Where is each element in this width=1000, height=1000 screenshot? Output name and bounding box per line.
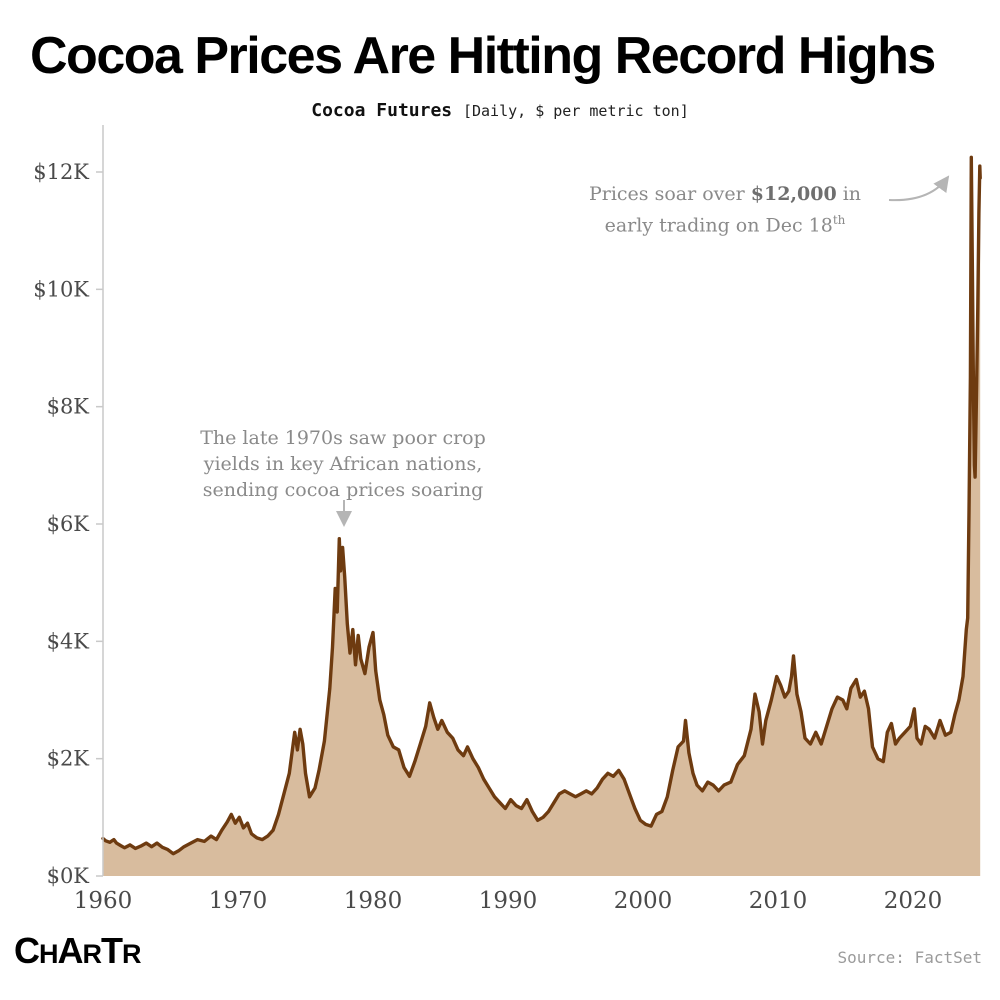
annotation-peak-bold-value: $12,000 — [750, 183, 837, 205]
source-credit: Source: FactSet — [837, 948, 983, 967]
chartr-logo-letter: A — [57, 930, 84, 971]
annotation-arrow-peak — [888, 175, 950, 202]
y-tick-label: $8K — [47, 395, 90, 419]
y-tick-label: $10K — [33, 277, 89, 301]
annotation-peak-text-1: Prices soar over — [588, 183, 751, 205]
y-tick-label: $12K — [33, 160, 89, 184]
chartr-logo-letter: T — [101, 930, 123, 971]
chart-subtitle-main: Cocoa Futures — [311, 100, 463, 121]
y-tick-label: $4K — [47, 629, 90, 653]
chartr-logo-letter: R — [122, 939, 141, 969]
x-tick-label: 1960 — [74, 888, 133, 914]
annotation-peak-text-2: in — [836, 183, 862, 205]
x-tick-group: 1960 1970 1980 1990 2000 2010 2020 — [74, 888, 943, 914]
y-tick-label: $0K — [47, 864, 90, 888]
chartr-logo: CHARTR — [14, 930, 141, 972]
x-tick-label: 2010 — [749, 888, 808, 914]
chartr-logo-letter: C — [14, 930, 40, 971]
x-tick-label: 1990 — [479, 888, 538, 914]
x-tick-label: 1980 — [344, 888, 403, 914]
x-tick-label: 1970 — [209, 888, 268, 914]
plot-area — [101, 155, 982, 877]
annotation-peak-sup: th — [832, 213, 846, 227]
x-tick-label: 2020 — [884, 888, 943, 914]
y-tick-label: $2K — [47, 747, 90, 771]
area-fill — [103, 157, 981, 877]
y-tick-group: $0K $2K $4K $6K $8K $10K $12K — [33, 160, 103, 888]
price-line — [101, 155, 982, 856]
annotation-peak-2024: Prices soar over $12,000 in early tradin… — [545, 181, 905, 238]
chartr-logo-letter: H — [39, 939, 58, 969]
x-tick-label: 2000 — [614, 888, 673, 914]
annotation-seventies: The late 1970s saw poor crop yields in k… — [200, 427, 486, 501]
chartr-logo-letter: R — [82, 939, 102, 969]
y-tick-label: $6K — [47, 512, 90, 536]
page-title: Cocoa Prices Are Hitting Record Highs — [30, 27, 936, 85]
annotation-peak-text-3: early trading on Dec 18 — [604, 214, 833, 237]
chart-subtitle-detail: [Daily, $ per metric ton] — [462, 102, 689, 120]
chart-subtitle: Cocoa Futures [Daily, $ per metric ton] — [0, 100, 1000, 121]
